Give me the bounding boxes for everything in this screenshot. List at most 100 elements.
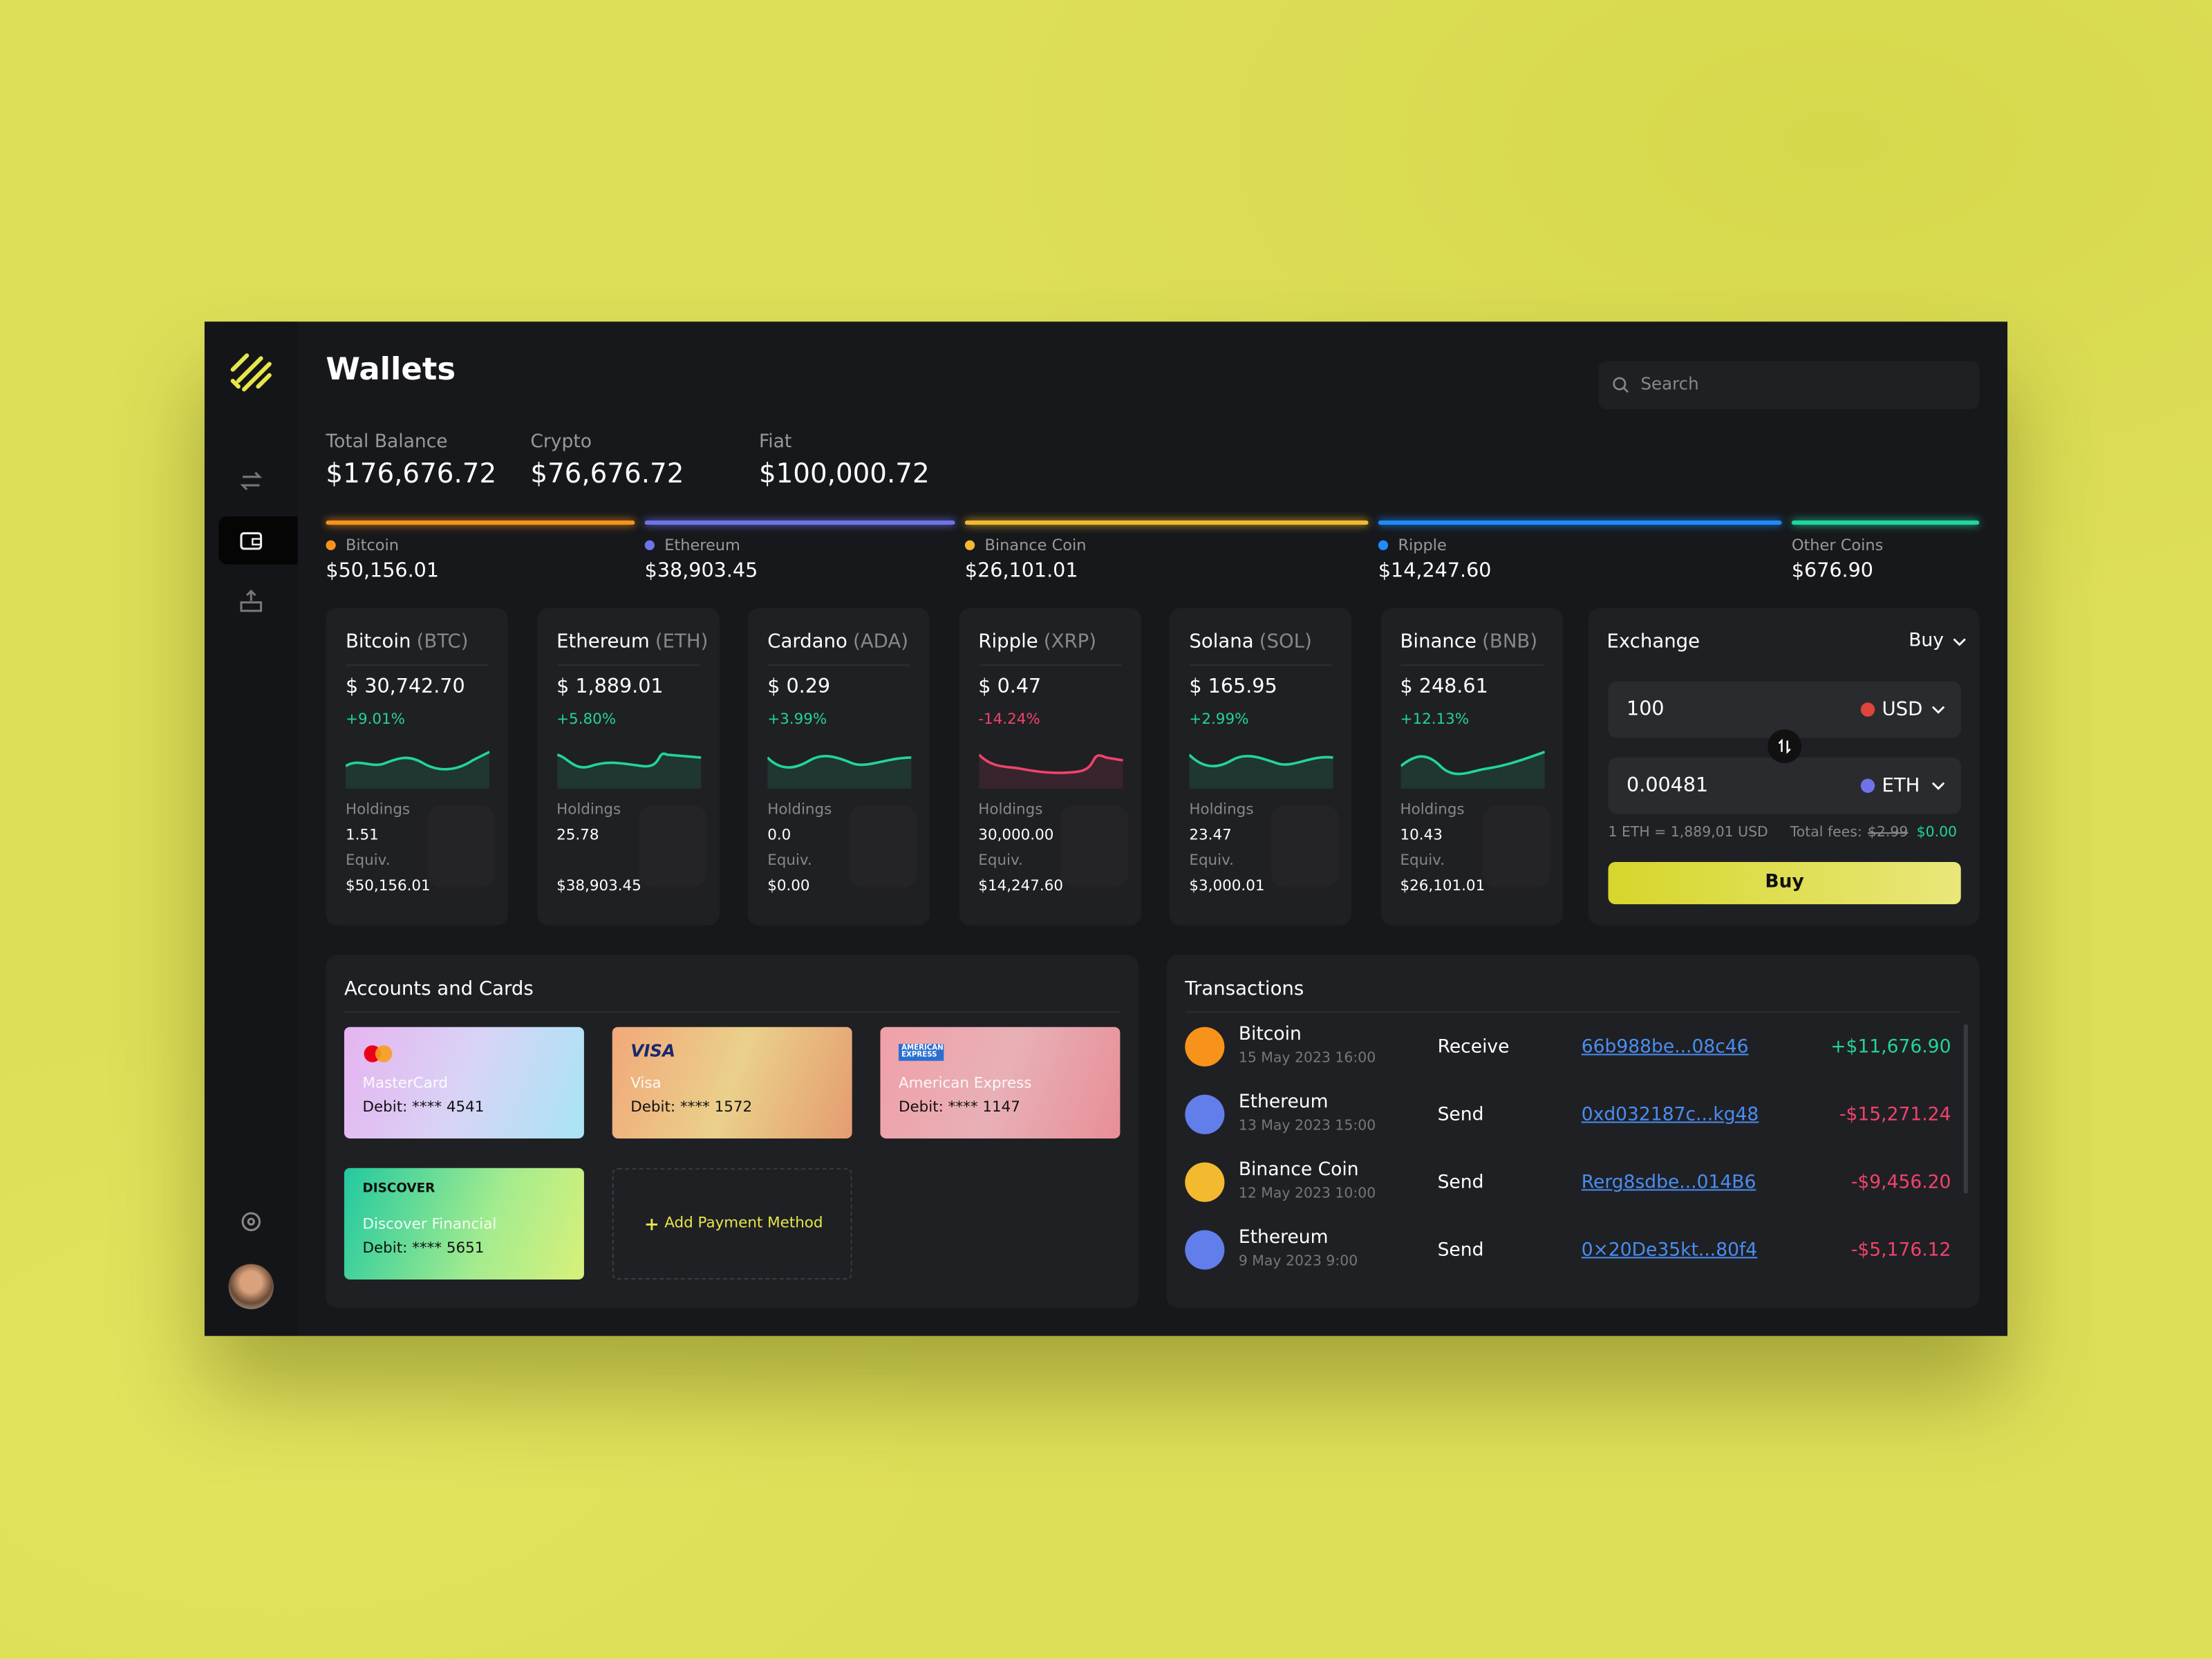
holdings-label: Holdings xyxy=(767,801,832,818)
allocation-value: $50,156.01 xyxy=(326,560,440,583)
add-payment-button[interactable]: Add Payment Method xyxy=(612,1168,852,1280)
holdings-label: Holdings xyxy=(345,801,411,818)
tx-date: 15 May 2023 16:00 xyxy=(1238,1051,1376,1067)
coin-change: +5.80% xyxy=(556,711,617,729)
exchange-title: Exchange xyxy=(1606,630,1700,653)
summary-value: $100,000.72 xyxy=(758,458,930,490)
exchange-rate: 1 ETH = 1,889,01 USD xyxy=(1608,825,1768,841)
swap-button[interactable] xyxy=(1768,729,1802,764)
tx-coin: Ethereum xyxy=(1238,1227,1329,1249)
tx-hash[interactable]: 66b988be...08c46 xyxy=(1581,1036,1749,1058)
equiv-value: $14,247.60 xyxy=(978,877,1064,894)
allocation-value: $14,247.60 xyxy=(1378,560,1492,583)
allocation-dot xyxy=(964,540,975,550)
scrollbar xyxy=(1963,1024,1968,1194)
coin-icon xyxy=(1185,1094,1225,1134)
allocation-bar xyxy=(326,521,635,525)
card-logo xyxy=(364,1045,393,1062)
fees: Total fees: $2.99 $0.00 xyxy=(1790,825,1957,841)
search-box[interactable]: Search xyxy=(1598,361,1980,409)
summary-label: Fiat xyxy=(758,431,792,453)
allocation-name: Bitcoin xyxy=(345,536,400,555)
exchange-mode[interactable]: Buy xyxy=(1909,630,1944,652)
equiv-value: $38,903.45 xyxy=(556,877,641,894)
watermark xyxy=(1060,805,1128,888)
coin-card[interactable]: Binance (BNB) $ 248.61 +12.13% Holdings 10.43… xyxy=(1380,608,1563,926)
coin-price: $ 248.61 xyxy=(1400,675,1488,699)
currency-code[interactable]: ETH xyxy=(1882,774,1920,798)
payment-card[interactable]: MasterCard Debit: **** 4541 xyxy=(344,1027,584,1138)
holdings-label: Holdings xyxy=(1189,801,1254,818)
tx-coin: Ethereum xyxy=(1238,1091,1329,1114)
divider xyxy=(978,664,1121,666)
amount-input[interactable]: 100 USD xyxy=(1608,681,1961,738)
coin-change: -14.24% xyxy=(978,711,1040,729)
summary-value: $76,676.72 xyxy=(530,458,684,490)
coin-card[interactable]: Ripple (XRP) $ 0.47 -14.24% Holdings 30,000.0… xyxy=(958,608,1141,926)
tx-hash[interactable]: 0×20De35kt...80f4 xyxy=(1581,1239,1758,1262)
sparkline xyxy=(1400,751,1544,789)
fees-old: $2.99 xyxy=(1867,825,1909,841)
allocation-bar xyxy=(1378,521,1782,525)
divider xyxy=(1400,664,1543,666)
active-nav[interactable] xyxy=(218,516,298,565)
coin-name: Solana xyxy=(1189,630,1254,653)
coin-card[interactable]: Ethereum (ETH) $ 1,889.01 +5.80% Holdings 25.… xyxy=(536,608,719,926)
card-logo: DISCOVER xyxy=(362,1182,435,1197)
payment-card[interactable]: VISA Visa Debit: **** 1572 xyxy=(612,1027,852,1138)
watermark xyxy=(427,805,496,888)
card-logo: VISA xyxy=(630,1041,675,1061)
equiv-label: Equiv. xyxy=(978,852,1023,870)
tx-amount: -$15,271.24 xyxy=(1839,1104,1951,1126)
equiv-value: $50,156.01 xyxy=(345,877,431,894)
tx-coin: Binance Coin xyxy=(1238,1159,1359,1181)
holdings-label: Holdings xyxy=(978,801,1043,818)
coin-card[interactable]: Cardano (ADA) $ 0.29 +3.99% Holdings 0.0 Equiv… xyxy=(747,608,930,926)
sparkline xyxy=(1189,753,1333,789)
tx-hash[interactable]: Rerg8sdbe...014B6 xyxy=(1581,1172,1756,1194)
tx-amount: -$9,456.20 xyxy=(1850,1172,1951,1194)
equiv-label: Equiv. xyxy=(1189,852,1234,870)
divider xyxy=(345,664,489,666)
coin-name: Cardano xyxy=(767,630,847,653)
currency-code[interactable]: USD xyxy=(1882,698,1923,721)
wallet-icon[interactable] xyxy=(238,527,264,553)
coin-icon xyxy=(1185,1230,1225,1270)
coin-symbol: (ETH) xyxy=(655,630,709,653)
sparkline xyxy=(345,751,490,789)
coin-title: Ripple (XRP) xyxy=(978,630,1096,653)
holdings-value: 0.0 xyxy=(767,826,791,844)
currency-flag xyxy=(1860,778,1875,793)
transfer-icon[interactable] xyxy=(238,469,264,494)
page-title: Wallets xyxy=(326,353,456,388)
coin-card[interactable]: Solana (SOL) $ 165.95 +2.99% Holdings 23.47 Eq… xyxy=(1169,608,1352,926)
payment-card[interactable]: DISCOVER Discover Financial Debit: **** 56… xyxy=(344,1168,584,1280)
settings-icon[interactable] xyxy=(238,1209,264,1235)
tx-type: Send xyxy=(1437,1104,1484,1126)
accounts-panel: Accounts and Cards MasterCard Debit: **** … xyxy=(326,955,1138,1308)
holdings-value: 23.47 xyxy=(1189,826,1232,844)
allocation-value: $26,101.01 xyxy=(964,560,1078,583)
buy-button[interactable]: Buy xyxy=(1608,861,1961,905)
sparkline xyxy=(767,754,912,789)
coin-change: +9.01% xyxy=(345,711,406,729)
allocation-dot xyxy=(326,540,336,550)
coin-price: $ 30,742.70 xyxy=(345,675,465,699)
coin-card[interactable]: Bitcoin (BTC) $ 30,742.70 +9.01% Holdings 1.5… xyxy=(326,608,508,926)
coin-symbol: (SOL) xyxy=(1259,630,1312,653)
coin-title: Binance (BNB) xyxy=(1400,630,1538,653)
avatar[interactable] xyxy=(228,1264,274,1309)
payment-card[interactable]: AMERICAN EXPRESS American Express Debit: *… xyxy=(880,1027,1121,1138)
allocation-bar xyxy=(964,521,1369,525)
tx-date: 9 May 2023 9:00 xyxy=(1238,1254,1358,1270)
allocation-name: Binance Coin xyxy=(984,536,1087,555)
amount-input[interactable]: 0.00481 ETH xyxy=(1608,757,1961,814)
sidebar xyxy=(204,321,298,1336)
currency-flag xyxy=(1860,702,1875,717)
section-title: Accounts and Cards xyxy=(344,977,534,1000)
divider xyxy=(344,1011,1121,1013)
stake-icon[interactable] xyxy=(238,588,264,614)
holdings-label: Holdings xyxy=(1400,801,1465,818)
tx-hash[interactable]: 0xd032187c...kg48 xyxy=(1581,1104,1759,1126)
watermark xyxy=(1271,805,1339,888)
